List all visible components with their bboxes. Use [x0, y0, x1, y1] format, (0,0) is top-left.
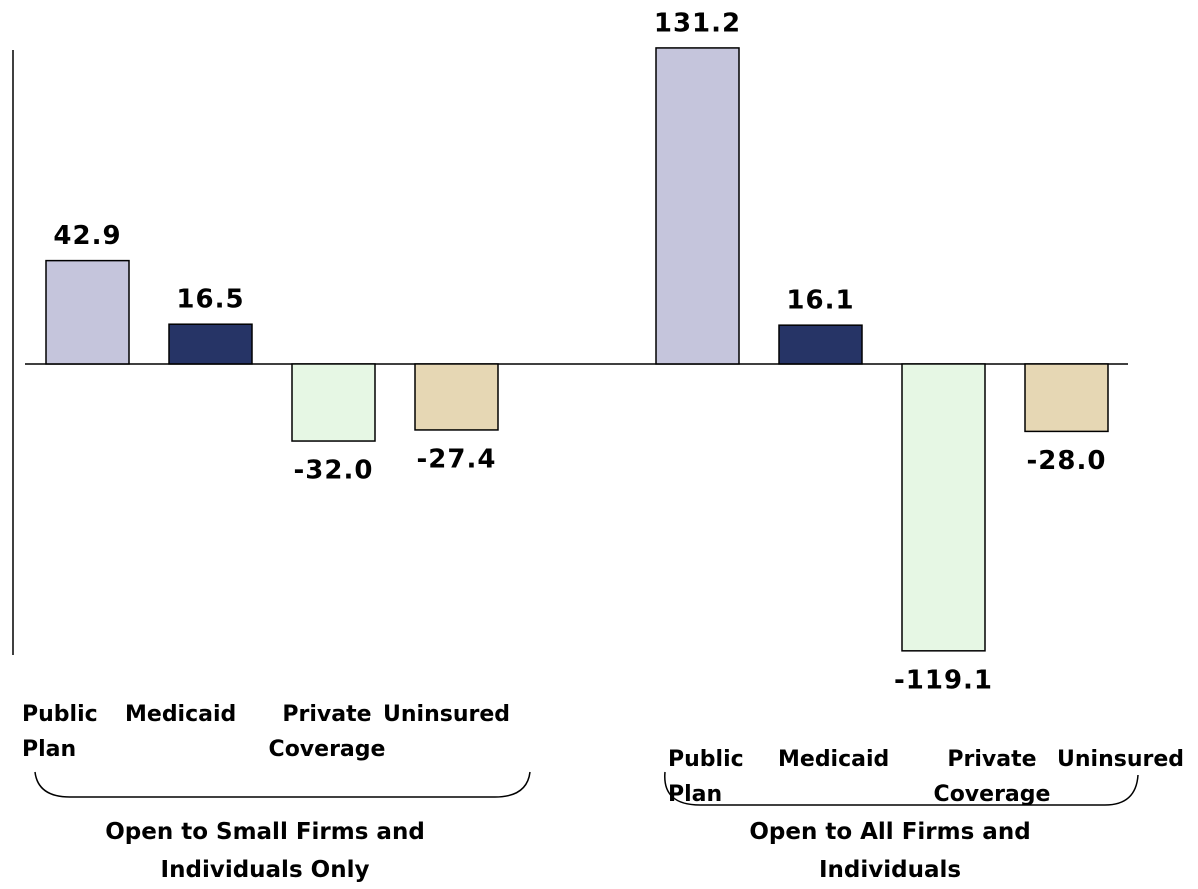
- category-label: Uninsured: [383, 702, 511, 727]
- bar: [901, 363, 986, 652]
- bar: [45, 259, 130, 365]
- value-label: -28.0: [1027, 446, 1107, 476]
- value-label: 16.5: [176, 285, 244, 315]
- category-label: Public Plan: [668, 747, 744, 807]
- bar: [1024, 363, 1109, 433]
- value-label: 42.9: [53, 221, 121, 251]
- value-label: -32.0: [294, 456, 374, 486]
- group-label: Open to Small Firms and Individuals Only: [105, 819, 425, 883]
- category-label: Private Coverage: [268, 702, 386, 762]
- value-label: -27.4: [417, 444, 497, 474]
- value-label: 131.2: [654, 8, 741, 38]
- bar: [291, 363, 376, 442]
- bar: [655, 47, 740, 365]
- brace: [34, 771, 531, 798]
- bar: [168, 323, 253, 365]
- value-label: -119.1: [894, 665, 993, 695]
- category-label: Medicaid: [778, 747, 890, 772]
- category-label: Public Plan: [22, 702, 98, 762]
- bar: [414, 363, 499, 431]
- category-label: Medicaid: [125, 702, 237, 727]
- category-label: Private Coverage: [933, 747, 1051, 807]
- group-label: Open to All Firms and Individuals: [749, 819, 1031, 883]
- value-label: 16.1: [786, 286, 854, 316]
- category-label: Uninsured: [1057, 747, 1185, 772]
- brace: [664, 771, 1139, 806]
- bar: [778, 324, 863, 365]
